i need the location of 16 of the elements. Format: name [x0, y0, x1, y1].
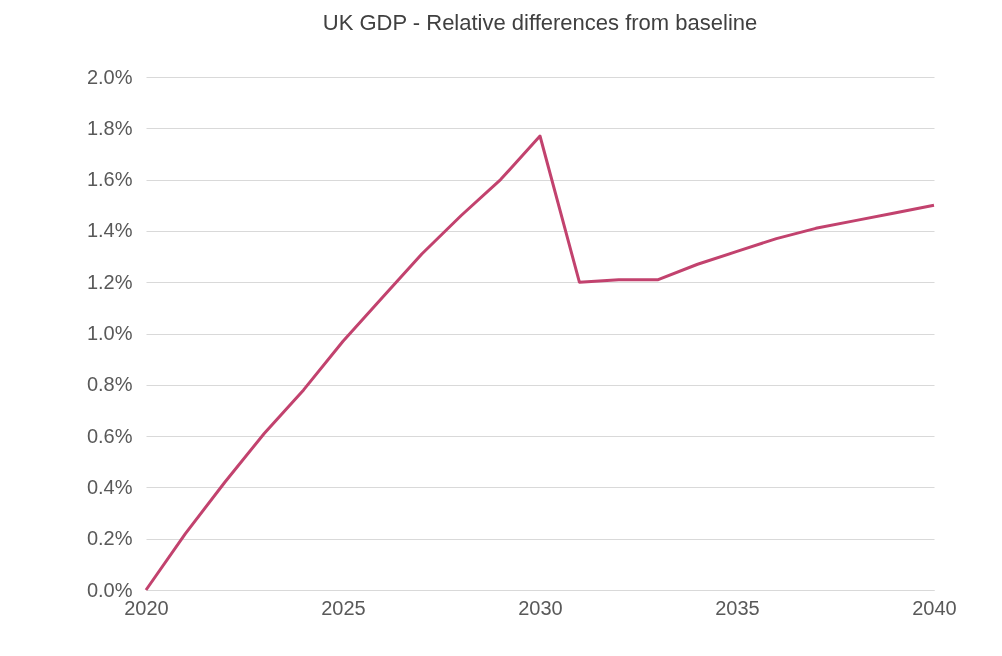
y-tick-label: 0.4%	[86, 475, 133, 498]
y-tick-label: 1.4%	[86, 219, 133, 242]
y-tick-label: 1.2%	[86, 270, 133, 293]
chart-title: UK GDP - Relative differences from baseline	[322, 10, 758, 35]
y-tick-label: 1.8%	[86, 116, 133, 139]
x-tick-label: 2030	[518, 596, 563, 619]
line-series	[144, 134, 936, 592]
x-tick-label: 2040	[912, 596, 957, 619]
y-tick-label: 1.6%	[86, 168, 133, 191]
y-tick-label: 0.2%	[86, 527, 133, 550]
y-tick-label: 0.8%	[86, 373, 133, 396]
y-tick-label: 2.0%	[86, 65, 133, 88]
y-tick-label: 0.6%	[86, 424, 133, 447]
x-tick-label: 2035	[715, 596, 760, 619]
y-tick-label: 1.0%	[86, 322, 133, 344]
x-tick-label: 2025	[321, 596, 366, 619]
